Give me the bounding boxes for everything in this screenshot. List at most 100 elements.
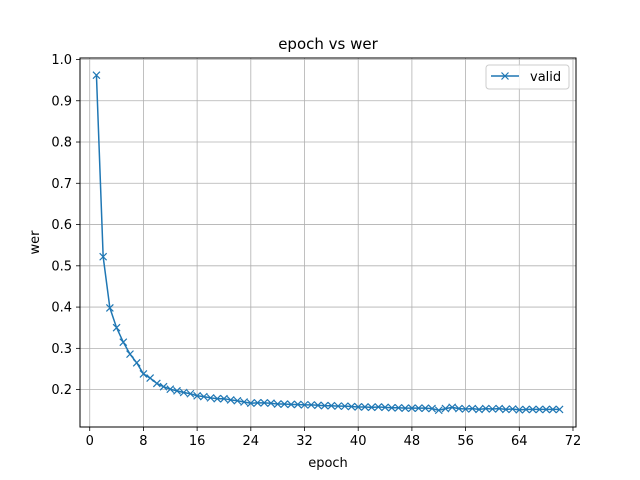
data-point bbox=[428, 404, 436, 413]
data-point bbox=[166, 385, 175, 394]
y-tick-label: 1.0 bbox=[51, 53, 72, 68]
x-tick-label: 40 bbox=[350, 434, 367, 449]
data-point bbox=[488, 405, 497, 413]
data-point bbox=[522, 405, 530, 414]
data-point bbox=[535, 405, 544, 414]
data-point bbox=[159, 382, 168, 391]
data-point bbox=[555, 405, 564, 414]
data-point bbox=[374, 403, 383, 411]
legend-x-marker-icon bbox=[501, 72, 509, 80]
legend: valid bbox=[485, 64, 570, 90]
y-tick-label: 0.3 bbox=[51, 342, 72, 357]
series-layer bbox=[92, 71, 564, 415]
data-point bbox=[515, 405, 524, 414]
gridlines bbox=[80, 58, 576, 427]
legend-box bbox=[485, 64, 570, 90]
data-point bbox=[139, 370, 148, 378]
y-tick-label: 0.7 bbox=[51, 177, 72, 192]
data-point bbox=[354, 403, 363, 411]
data-point bbox=[454, 404, 463, 413]
legend-label-valid: valid bbox=[530, 70, 561, 85]
x-tick-label: 64 bbox=[511, 434, 528, 449]
data-point bbox=[334, 402, 342, 411]
data-point bbox=[347, 402, 356, 411]
data-point bbox=[146, 374, 155, 382]
y-tick-label: 0.5 bbox=[51, 259, 72, 274]
data-point bbox=[468, 404, 477, 413]
x-axis-ticks: 0 8 16 24 32 40 48 56 64 72 bbox=[86, 427, 582, 449]
y-tick-label: 0.8 bbox=[51, 136, 72, 151]
data-point bbox=[233, 396, 242, 405]
data-point bbox=[179, 388, 188, 397]
data-point bbox=[414, 404, 423, 413]
x-tick-label: 0 bbox=[86, 434, 94, 449]
data-point bbox=[253, 398, 262, 407]
data-point bbox=[126, 350, 134, 359]
data-point bbox=[273, 400, 282, 408]
series-line-valid bbox=[95, 75, 560, 411]
data-point bbox=[193, 391, 202, 400]
data-point bbox=[495, 404, 504, 413]
data-point bbox=[206, 393, 215, 402]
data-point bbox=[132, 358, 141, 367]
data-point bbox=[407, 404, 416, 413]
axes-frame bbox=[79, 57, 577, 428]
data-point bbox=[475, 405, 483, 414]
data-point bbox=[293, 400, 302, 409]
data-point bbox=[119, 338, 128, 347]
data-point bbox=[367, 403, 376, 412]
data-point bbox=[314, 401, 322, 410]
data-point bbox=[280, 400, 289, 408]
data-point bbox=[267, 399, 275, 408]
data-point bbox=[508, 405, 517, 413]
data-point bbox=[481, 404, 490, 413]
x-tick-label: 32 bbox=[296, 434, 313, 449]
y-tick-label: 0.6 bbox=[51, 218, 72, 233]
data-point bbox=[360, 403, 369, 411]
data-point bbox=[320, 401, 329, 410]
data-point bbox=[112, 323, 121, 332]
data-point bbox=[213, 394, 222, 403]
y-tick-label: 0.2 bbox=[51, 383, 72, 398]
data-point bbox=[287, 400, 296, 409]
y-axis-label: wer bbox=[28, 230, 43, 255]
data-point bbox=[434, 406, 443, 415]
chart-title: epoch vs wer bbox=[278, 35, 378, 53]
data-point bbox=[501, 405, 510, 414]
data-point bbox=[528, 405, 537, 414]
x-tick-label: 48 bbox=[404, 434, 421, 449]
data-point bbox=[394, 403, 403, 412]
data-point bbox=[307, 400, 316, 409]
data-point bbox=[441, 404, 450, 413]
x-tick-label: 56 bbox=[457, 434, 474, 449]
data-point bbox=[246, 399, 255, 408]
y-axis-ticks: 0.2 0.3 0.4 0.5 0.6 0.7 0.8 0.9 1.0 bbox=[51, 53, 80, 398]
x-tick-label: 72 bbox=[565, 434, 582, 449]
legend-marker-path bbox=[501, 72, 509, 80]
data-point bbox=[300, 400, 309, 409]
data-point bbox=[92, 71, 101, 80]
data-point bbox=[401, 404, 410, 413]
data-point bbox=[542, 405, 551, 414]
x-axis-label: epoch bbox=[308, 456, 348, 471]
data-point bbox=[260, 398, 269, 407]
data-point bbox=[327, 401, 336, 410]
data-point bbox=[105, 303, 114, 312]
data-point bbox=[99, 252, 108, 261]
data-point bbox=[152, 379, 161, 388]
data-point bbox=[186, 389, 195, 398]
x-tick-label: 16 bbox=[189, 434, 206, 449]
data-point bbox=[220, 394, 228, 403]
data-point bbox=[381, 403, 389, 412]
data-point bbox=[240, 398, 249, 406]
data-point bbox=[387, 403, 396, 412]
x-tick-label: 24 bbox=[243, 434, 260, 449]
data-point bbox=[199, 392, 208, 401]
data-point bbox=[226, 396, 235, 404]
data-point bbox=[421, 404, 430, 413]
data-point bbox=[173, 386, 181, 395]
data-point bbox=[461, 405, 470, 413]
data-point bbox=[340, 402, 349, 411]
y-tick-label: 0.9 bbox=[51, 94, 72, 109]
